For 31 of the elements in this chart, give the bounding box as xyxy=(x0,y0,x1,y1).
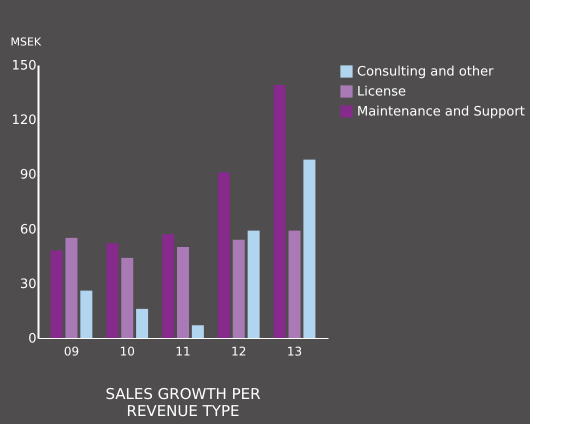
legend-label: Maintenance and Support xyxy=(357,104,525,120)
y-tick-label: 90 xyxy=(20,168,36,183)
y-tick-label: 120 xyxy=(12,113,36,128)
text: SALES GROWTH PER REVENUE TYPE xyxy=(105,385,261,420)
bar xyxy=(303,160,316,338)
bar xyxy=(136,308,148,338)
legend-label: Consulting and other xyxy=(357,64,494,80)
bar xyxy=(232,240,245,338)
bar xyxy=(177,247,189,338)
bar xyxy=(248,230,260,338)
x-tick-label: 13 xyxy=(286,344,302,358)
y-tick-label: 60 xyxy=(20,222,36,238)
bar xyxy=(288,230,301,338)
legend-label: License xyxy=(357,84,406,100)
y-axis-title: MSEK xyxy=(10,36,42,48)
x-tick-label: 12 xyxy=(231,344,246,358)
bar xyxy=(65,238,78,338)
x-tick-label: 11 xyxy=(175,344,191,358)
y-tick-label: 30 xyxy=(20,276,36,292)
bar xyxy=(50,250,63,338)
bar xyxy=(121,258,134,338)
x-tick-label: 10 xyxy=(120,344,135,358)
bar xyxy=(192,325,204,338)
y-tick-label: 150 xyxy=(12,58,36,74)
x-tick-label: 09 xyxy=(64,344,80,358)
y-tick-label: 0 xyxy=(28,332,36,346)
bar xyxy=(106,243,118,338)
bar xyxy=(80,290,92,338)
bar xyxy=(218,172,230,338)
bar xyxy=(274,85,286,338)
bar xyxy=(162,234,174,338)
